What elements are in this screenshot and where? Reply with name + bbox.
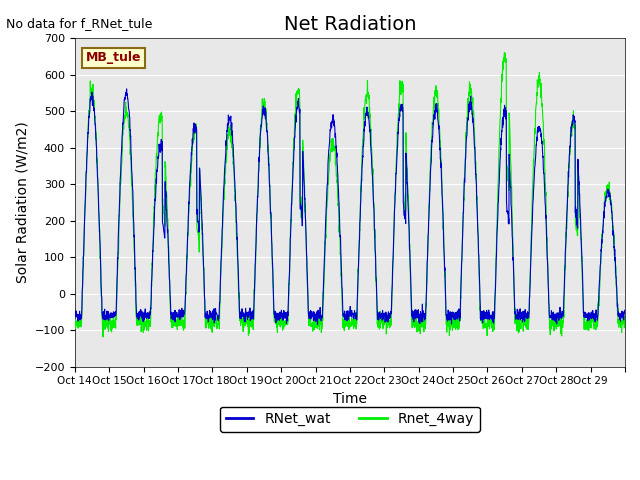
Text: No data for f_RNet_tule: No data for f_RNet_tule (6, 17, 153, 30)
Title: Net Radiation: Net Radiation (284, 15, 416, 34)
Text: MB_tule: MB_tule (86, 51, 141, 64)
X-axis label: Time: Time (333, 392, 367, 406)
Legend: RNet_wat, Rnet_4way: RNet_wat, Rnet_4way (220, 407, 479, 432)
Y-axis label: Solar Radiation (W/m2): Solar Radiation (W/m2) (15, 121, 29, 283)
